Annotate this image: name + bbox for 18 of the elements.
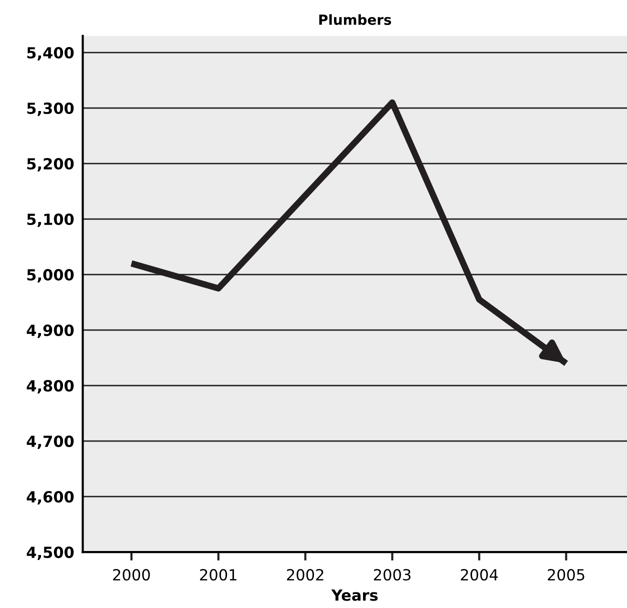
chart-title: Plumbers [319, 14, 392, 25]
x-tick-label: 2000 [113, 569, 150, 581]
x-tick-label: 2004 [460, 569, 498, 581]
y-tick-label: 5,000 [27, 269, 74, 283]
x-tick-label: 2002 [287, 569, 324, 581]
y-tick-label: 4,900 [26, 324, 74, 338]
y-tick-label: 5,200 [27, 158, 74, 172]
x-tick-label: 2003 [374, 569, 410, 581]
y-tick-label: 5,400 [27, 46, 74, 60]
y-tick-label: 4,600 [26, 491, 74, 505]
y-tick-label: 5,300 [27, 102, 74, 116]
x-tick-label: 2001 [200, 569, 236, 581]
y-tick-label: 4,500 [26, 546, 74, 560]
x-axis-title: Years [331, 590, 378, 601]
y-tick-label: 4,800 [26, 380, 74, 394]
y-tick-label: 5,100 [27, 214, 74, 228]
x-tick-label: 2005 [548, 569, 584, 581]
y-tick-label: 4,700 [26, 436, 74, 450]
